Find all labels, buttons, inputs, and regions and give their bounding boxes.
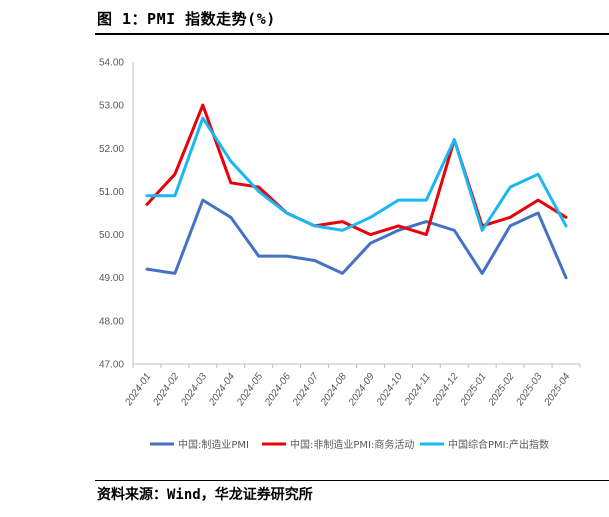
- series-line-2: [145, 103, 568, 237]
- title-rule: [95, 33, 609, 35]
- x-tick-label: 2024-09: [346, 371, 377, 409]
- x-tick-label: 2024-07: [290, 371, 321, 409]
- figure-title: 图 1：PMI 指数走势(%): [97, 10, 276, 28]
- x-tick-label: 2025-01: [458, 371, 489, 408]
- x-tick-label: 2024-02: [151, 371, 182, 409]
- x-tick-label: 2024-12: [430, 371, 461, 409]
- y-tick-label: 53.00: [99, 101, 124, 112]
- y-tick-label: 49.00: [99, 273, 124, 284]
- x-tick-label: 2025-02: [486, 371, 517, 409]
- x-tick-label: 2025-04: [542, 371, 573, 409]
- x-tick-label: 2024-08: [318, 371, 349, 409]
- source-note: 资料来源：Wind，华龙证券研究所: [97, 487, 313, 503]
- series-line-3: [145, 116, 568, 232]
- y-tick-label: 48.00: [99, 316, 124, 327]
- chart-frame: [132, 62, 580, 365]
- x-tick-label: 2024-10: [374, 371, 405, 409]
- x-tick-label: 2024-11: [403, 371, 433, 408]
- source-rule: [95, 480, 609, 481]
- legend-label-1: 中国:制造业PMI: [178, 438, 249, 451]
- x-tick-label: 2024-01: [123, 371, 154, 408]
- y-tick-label: 50.00: [99, 230, 124, 241]
- x-tick-label: 2024-06: [262, 371, 293, 409]
- y-tick-label: 47.00: [99, 360, 124, 371]
- page-edge-mark-bottom: [597, 484, 609, 500]
- y-tick-label: 51.00: [99, 187, 124, 198]
- y-tick-label: 52.00: [99, 144, 124, 155]
- x-tick-label: 2024-03: [179, 371, 210, 409]
- x-tick-label: 2024-04: [207, 371, 238, 409]
- legend-label-3: 中国综合PMI:产出指数: [448, 438, 549, 451]
- series-line-1: [145, 198, 568, 280]
- legend-label-2: 中国:非制造业PMI:商务活动: [290, 438, 414, 451]
- x-tick-label: 2024-05: [235, 371, 266, 409]
- chart-legend: 中国:制造业PMI 中国:非制造业PMI:商务活动 中国综合PMI:产出指数: [150, 438, 549, 451]
- x-axis: 2024-012024-022024-032024-042024-052024-…: [123, 364, 581, 409]
- y-axis: 47.00 48.00 49.00 50.00 51.00 52.00 53.00 54.00: [99, 58, 124, 371]
- series-layer: [145, 103, 568, 280]
- y-tick-label: 54.00: [99, 58, 124, 69]
- x-tick-label: 2025-03: [514, 371, 545, 409]
